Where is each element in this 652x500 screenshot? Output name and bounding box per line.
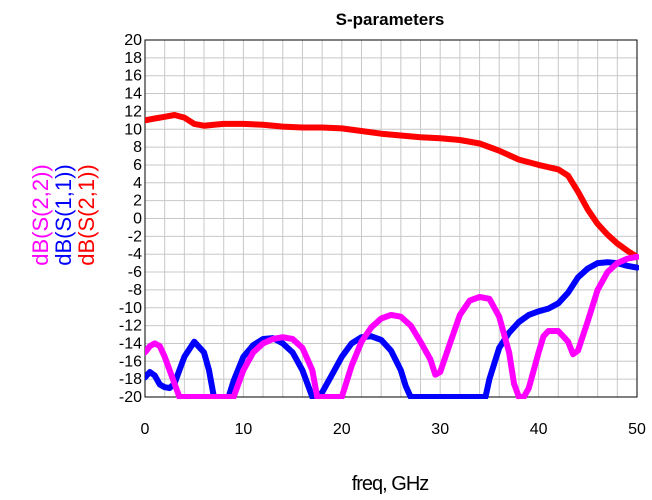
y-tick-label: 12 [124, 103, 142, 120]
y-tick-label: -10 [119, 300, 142, 317]
y-tick-label: 10 [124, 121, 142, 138]
y-tick-label: 20 [124, 32, 142, 49]
y-tick-label: -2 [128, 228, 142, 245]
series-line-db-s-2-2 [145, 253, 639, 399]
legend-entry: dB(S(1,1)) [51, 164, 76, 265]
x-tick-label: 30 [431, 421, 449, 438]
legend: dB(S(2,2))dB(S(1,1))dB(S(2,1)) [28, 164, 99, 265]
x-tick-labels: 0 10 20 30 40 50 [141, 421, 646, 438]
series-line-db-s-2-1 [145, 112, 639, 260]
legend-entry: dB(S(2,1)) [74, 164, 99, 265]
plot-frame [144, 39, 638, 398]
x-tick-label: 20 [333, 421, 351, 438]
series-line-db-s-1-1 [145, 259, 639, 399]
x-tick-label: 10 [235, 421, 253, 438]
x-axis-label: freq, GHz [352, 473, 429, 495]
y-tick-label: 4 [133, 175, 142, 192]
grid [144, 39, 638, 398]
y-tick-label: 2 [133, 193, 142, 210]
x-tick-label: 50 [628, 421, 646, 438]
y-tick-labels: 20181614121086420-2-4-6-8-10-12-14-16-18… [119, 32, 142, 406]
y-tick-label: 14 [124, 86, 142, 103]
series-lines [145, 112, 639, 399]
y-tick-label: -16 [119, 353, 142, 370]
y-tick-label: 6 [133, 157, 142, 174]
y-tick-label: -6 [128, 264, 142, 281]
y-tick-label: 16 [124, 68, 142, 85]
chart-title: S-parameters [336, 10, 445, 29]
y-tick-label: -12 [119, 318, 142, 335]
y-tick-label: -20 [119, 389, 142, 406]
legend-entry: dB(S(2,2)) [28, 164, 53, 265]
y-tick-label: 18 [124, 50, 142, 67]
y-tick-label: -14 [119, 335, 142, 352]
x-tick-label: 40 [530, 421, 548, 438]
y-tick-label: 0 [133, 211, 142, 228]
y-tick-label: -8 [128, 282, 142, 299]
y-tick-label: -18 [119, 371, 142, 388]
y-tick-label: 8 [133, 139, 142, 156]
y-tick-label: -4 [128, 246, 142, 263]
x-tick-label: 0 [141, 421, 150, 438]
